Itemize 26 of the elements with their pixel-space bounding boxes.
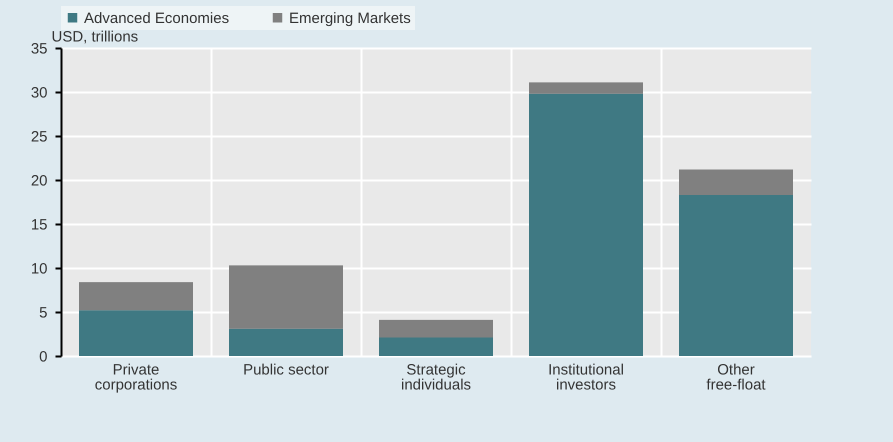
bar — [79, 282, 193, 310]
y-tick-label: 25 — [30, 128, 48, 146]
y-tick-label: 35 — [30, 40, 48, 58]
bar — [79, 310, 193, 356]
x-tick-label: Strategic individuals — [400, 362, 472, 394]
y-tick-label: 10 — [30, 260, 48, 278]
y-tick-label: 20 — [30, 172, 48, 190]
y-axis-title: USD, trillions — [52, 28, 138, 46]
x-tick-label: Other free-float — [706, 362, 766, 394]
x-tick-label: Private corporations — [94, 362, 178, 394]
bar — [529, 94, 643, 356]
bar — [379, 320, 493, 338]
x-tick-label: Institutional investors — [548, 362, 624, 394]
bar — [229, 328, 343, 356]
y-tick-label: 5 — [39, 304, 48, 322]
legend-label: Emerging Markets — [289, 10, 411, 27]
bar — [229, 265, 343, 329]
bar — [679, 169, 793, 195]
bar — [679, 194, 793, 356]
x-tick-label: Public sector — [243, 362, 329, 378]
bar — [529, 82, 643, 94]
y-tick-label: 30 — [30, 84, 48, 102]
bar — [379, 338, 493, 356]
legend-label: Advanced Economies — [84, 10, 230, 27]
y-tick-label: 15 — [30, 216, 48, 234]
y-tick-label: 0 — [39, 348, 48, 366]
